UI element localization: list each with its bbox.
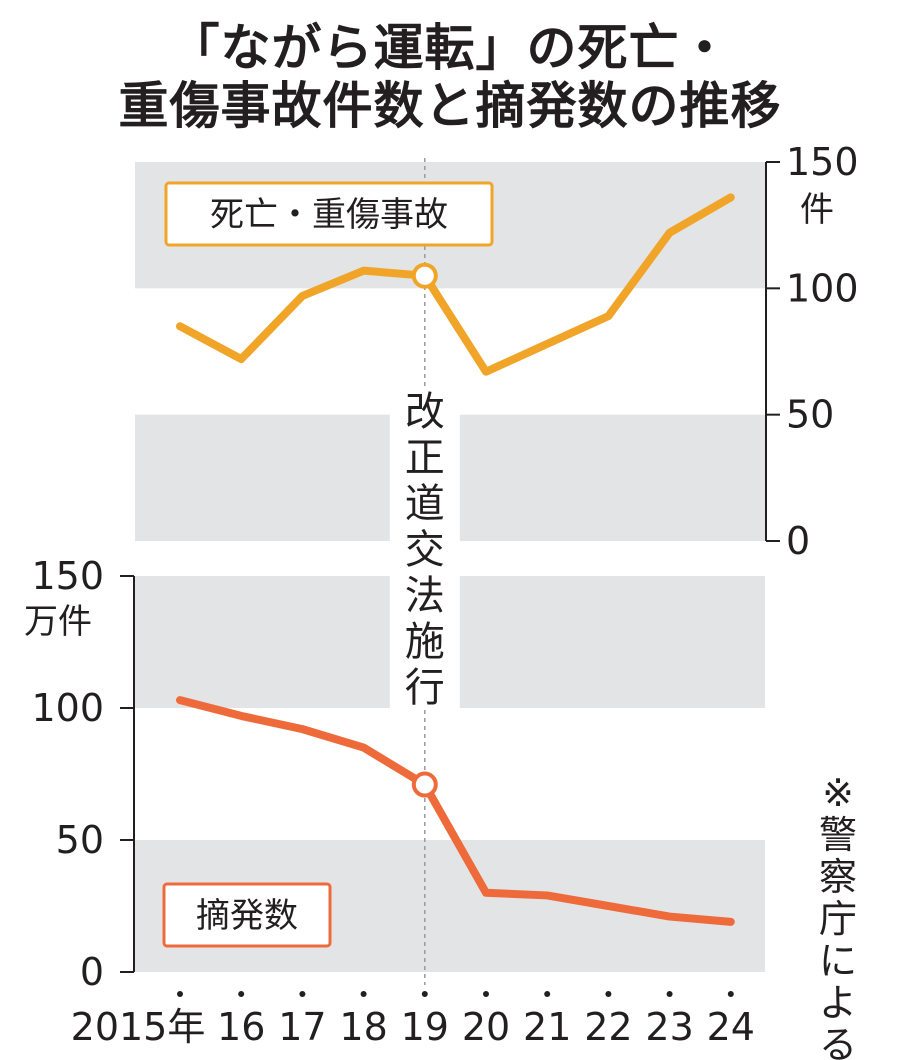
source-char-1: 警 <box>819 813 857 857</box>
accidents-series-line <box>176 193 735 376</box>
annotation-background <box>389 388 460 710</box>
x-tick-label: 22 <box>584 1005 632 1049</box>
x-tick-dot <box>238 991 245 997</box>
annotation-char-3: 交 <box>405 527 445 573</box>
x-tick-label: 19 <box>401 1005 449 1049</box>
x-tick-dot <box>605 991 612 997</box>
x-tick-label: 23 <box>645 1005 693 1049</box>
annotation-char-6: 行 <box>405 665 445 711</box>
chart-title-line-1: 「ながら運転」の死亡・ <box>169 19 731 77</box>
top-y-unit-label: 件 <box>800 190 834 230</box>
bottom-y-tick-label: 150 <box>31 554 104 598</box>
accidents-2019-highlight-marker <box>411 262 438 289</box>
x-tick-dot <box>360 991 367 997</box>
chart-title-line-2: 重傷事故件数と摘発数の推移 <box>118 77 782 135</box>
bottom-y-unit-label: 万件 <box>24 602 92 642</box>
x-tick-label: 18 <box>339 1005 387 1049</box>
arrests-series-line <box>176 696 735 926</box>
arrests-2019-highlight-marker <box>411 771 438 798</box>
top-y-tick-label: 50 <box>786 393 834 437</box>
accidents-legend-label: 死亡・重傷事故 <box>210 195 448 235</box>
annotation-char-0: 改 <box>405 389 445 435</box>
x-tick-dot <box>299 991 306 997</box>
x-tick-label: 24 <box>707 1005 755 1049</box>
x-tick-dot <box>483 991 489 997</box>
x-tick-dot <box>421 991 428 997</box>
bottom-y-tick-label: 50 <box>56 818 104 862</box>
source-char-0: ※ <box>822 771 854 815</box>
top-chart-y-axis: 150 100 50 0 件 <box>765 140 859 563</box>
x-tick-label: 16 <box>217 1005 265 1049</box>
bottom-y-tick-label: 0 <box>80 950 104 994</box>
source-char-4: に <box>819 939 857 983</box>
x-tick-dot <box>727 991 734 997</box>
source-char-5: よ <box>819 981 857 1025</box>
x-tick-label: 21 <box>523 1005 571 1049</box>
source-char-6: る <box>819 1023 857 1060</box>
annotation-char-1: 正 <box>405 435 445 481</box>
annotation-char-5: 施 <box>405 619 445 665</box>
top-y-tick-label: 150 <box>786 140 859 184</box>
annotation-char-2: 道 <box>405 481 445 527</box>
x-tick-dot <box>544 991 551 997</box>
x-axis: 2015年 16 17 18 19 20 21 22 23 24 <box>71 991 755 1049</box>
annotation-char-4: 法 <box>405 573 445 619</box>
x-tick-label: 20 <box>462 1005 510 1049</box>
x-tick-label: 2015年 <box>71 1005 206 1049</box>
x-tick-dot <box>666 991 673 997</box>
bottom-chart-y-axis: 150 100 50 0 万件 <box>24 554 135 994</box>
top-y-tick-label: 0 <box>786 519 810 563</box>
arrests-legend-box: 摘発数 <box>162 882 332 948</box>
arrests-legend-label: 摘発数 <box>196 896 298 936</box>
x-tick-label: 17 <box>278 1005 326 1049</box>
top-y-tick-label: 100 <box>786 266 859 310</box>
accidents-legend-box: 死亡・重傷事故 <box>164 181 494 247</box>
source-char-2: 察 <box>819 855 857 899</box>
x-tick-dot <box>177 991 183 997</box>
source-char-3: 庁 <box>819 897 857 941</box>
bottom-y-tick-label: 100 <box>31 686 104 730</box>
